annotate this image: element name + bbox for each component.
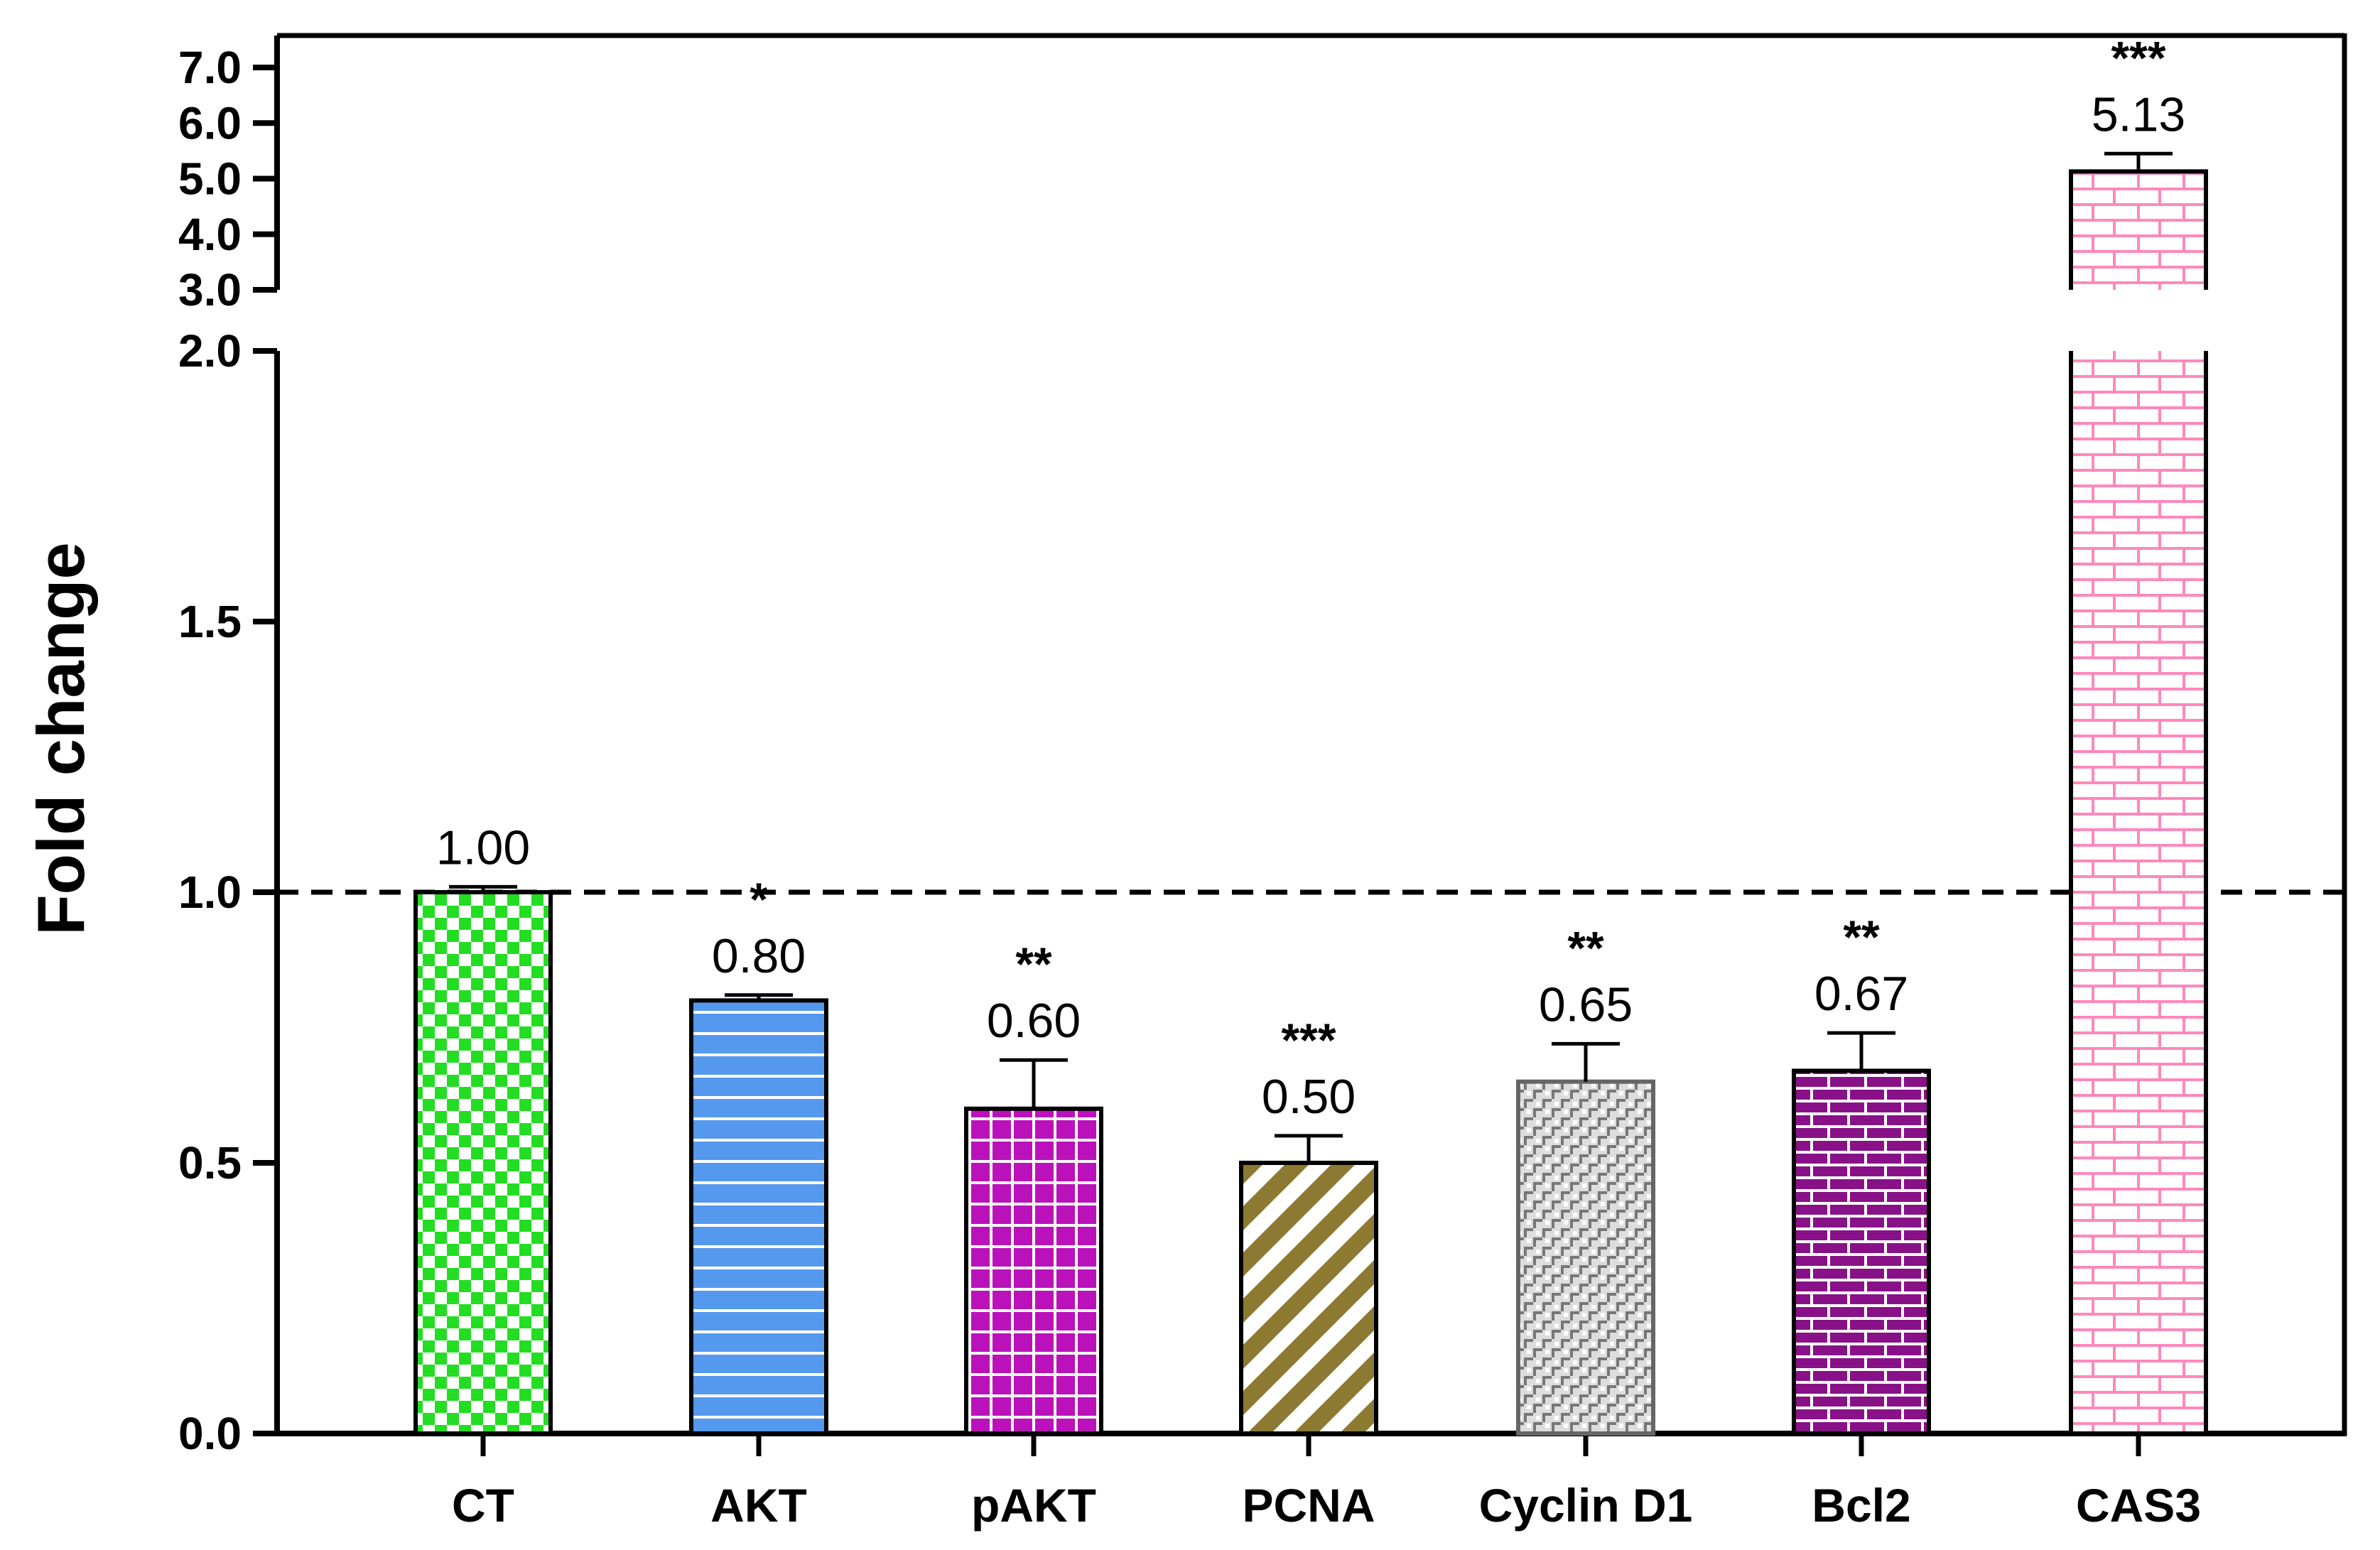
bar-cas3-lower (2071, 351, 2206, 1434)
y-tick-label: 1.5 (178, 596, 242, 647)
x-tick-label-ct: CT (452, 1479, 514, 1532)
y-tick-label: 7.0 (178, 42, 242, 93)
bars-group (413, 169, 2208, 1436)
significance-cyclin-d1: ** (1567, 921, 1604, 974)
x-tick-label-cas3: CAS3 (2076, 1479, 2201, 1532)
x-tick-label-akt: AKT (710, 1479, 807, 1532)
significance-bcl2: ** (1843, 911, 1880, 963)
value-label-pakt: 0.60 (987, 994, 1081, 1048)
y-tick-label: 6.0 (178, 97, 242, 148)
significance-cas3: *** (2111, 31, 2165, 84)
y-tick-label: 1.0 (178, 867, 242, 918)
value-label-cas3: 5.13 (2092, 87, 2185, 141)
x-tick-label-bcl2: Bcl2 (1812, 1479, 1910, 1532)
bar-cyclin-d1 (1516, 1079, 1655, 1436)
bar-ct (413, 890, 553, 1436)
y-tick-label: 3.0 (178, 264, 242, 315)
significance-pakt: ** (1015, 938, 1052, 990)
y-axis-title: Fold change (23, 542, 98, 936)
error-bars-group (449, 151, 2173, 1163)
y-tick-label: 4.0 (178, 209, 242, 260)
value-label-bcl2: 0.67 (1814, 967, 1908, 1021)
y-tick-label: 2.0 (178, 325, 242, 376)
significance-akt: * (750, 873, 768, 926)
bar-akt (689, 998, 828, 1436)
x-tick-label-pakt: pAKT (971, 1479, 1096, 1532)
x-tick-label-pcna: PCNA (1242, 1479, 1375, 1532)
bar-bcl2 (1792, 1068, 1931, 1436)
bar-pakt (964, 1106, 1103, 1436)
labels-group: 1.00CT0.80*AKT0.60**pAKT0.50***PCNA0.65*… (436, 31, 2201, 1532)
bar-cas3-lower-outline (2069, 351, 2208, 1436)
y-tick-label: 5.0 (178, 153, 242, 205)
bar-cas3-upper (2071, 171, 2206, 290)
x-tick-label-cyclin-d1: Cyclin D1 (1479, 1479, 1693, 1532)
value-label-cyclin-d1: 0.65 (1539, 977, 1633, 1031)
value-label-pcna: 0.50 (1262, 1070, 1356, 1124)
value-label-ct: 1.00 (436, 820, 530, 874)
axes: 3.04.05.06.07.0 0.0 0.5 1.0 1.5 2.0 (178, 33, 2347, 1459)
bar-pcna (1239, 1161, 1378, 1436)
y-tick-label: 0.0 (178, 1408, 242, 1459)
significance-pcna: *** (1281, 1014, 1336, 1066)
y-tick-label: 0.5 (178, 1137, 242, 1188)
value-label-akt: 0.80 (712, 929, 806, 983)
